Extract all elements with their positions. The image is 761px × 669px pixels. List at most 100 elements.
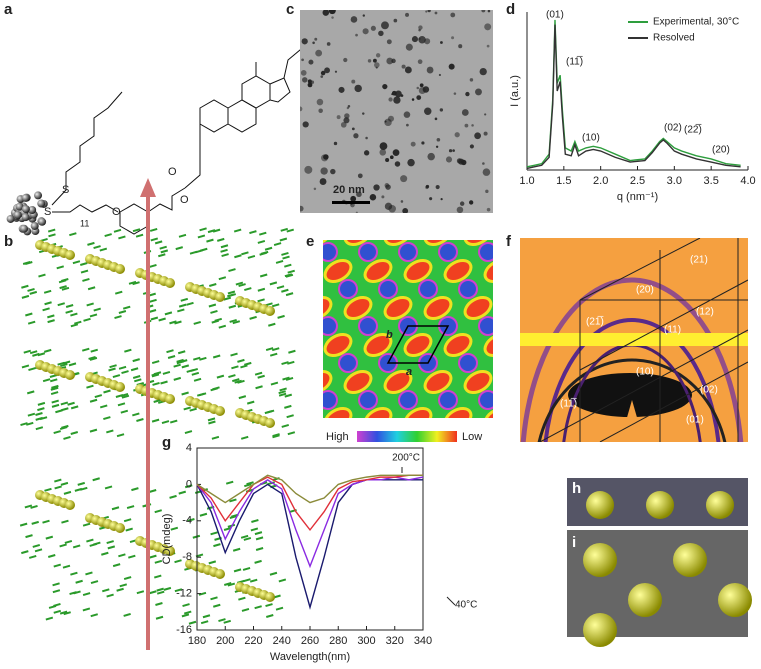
density-low [358,316,378,336]
density-low [323,242,338,262]
ligand [232,547,241,552]
ligand [89,313,98,318]
ligand [282,376,290,381]
density-low [219,354,237,372]
ligand [60,363,68,367]
particle [165,394,175,404]
ligand [184,430,193,435]
ligand [21,294,30,299]
y-axis-label: CD(mdeg) [161,514,173,565]
ligand [259,273,268,278]
particle [338,86,345,93]
density-high [363,259,393,283]
ring [269,77,291,103]
particle [583,543,617,577]
ligand [255,547,264,551]
density-high [281,330,314,360]
panel-label: f [506,233,512,250]
ligand [154,509,162,514]
ligand [199,356,207,361]
colorbar [357,431,457,442]
ligand [124,348,132,353]
density-high [483,407,493,418]
ligand [243,536,252,541]
ligand [170,526,179,531]
ligand [87,286,96,291]
x-tick-label: 220 [244,635,262,647]
particle [307,82,313,88]
ligand [234,379,242,384]
ligand [156,590,165,595]
particle [459,201,465,206]
ligand [287,360,295,365]
ligand [285,376,294,381]
ligand [163,586,172,591]
density-low [438,242,458,262]
particle [479,67,487,76]
ligand [111,506,120,511]
ligand [198,591,207,596]
ligand [52,589,61,594]
ligand [121,394,130,399]
ligand [250,527,259,532]
ligand [112,563,121,568]
ligand [246,400,255,405]
ligand [86,384,94,389]
ligand [249,578,258,583]
particle [486,44,490,48]
ligand [223,582,232,586]
ligand [34,548,43,553]
ligand [135,233,144,238]
ligand [275,259,284,264]
ligand [228,304,237,309]
particle [347,104,351,108]
ligand [149,263,157,268]
density-high [343,240,373,246]
ligand [25,421,34,426]
density-low [199,465,217,483]
ligand [249,230,257,235]
ligand [254,605,262,610]
particle [356,191,362,198]
density-low [239,391,257,409]
ligand [70,571,78,576]
density-low [478,390,493,410]
ring [241,75,271,109]
ligand [230,352,238,357]
reflection: (21) [690,255,708,266]
ligand [271,303,280,308]
particle [375,53,381,58]
particle [464,123,469,128]
ligand [90,580,99,585]
density-high [403,333,433,357]
ligand [264,246,273,251]
scale-bar [332,201,370,204]
ligand [213,543,221,548]
y-tick-label: 4 [186,442,192,454]
x-tick-label: 300 [357,635,375,647]
ligand [266,614,274,618]
ligand [125,527,133,532]
ligand [281,251,289,256]
ligand [265,347,274,352]
particle [367,59,372,63]
x-axis-label: Wavelength(nm) [270,651,350,663]
ligand [51,384,59,389]
particle [411,36,419,43]
particle [440,198,443,201]
ligand [254,531,263,536]
data-line [196,474,423,532]
particle [302,121,309,128]
ligand [55,409,63,414]
particle [583,613,617,647]
particle [458,44,463,49]
ligand [247,254,256,259]
particle [410,141,416,147]
particle [330,168,336,175]
density-high [423,296,453,320]
density-high [483,259,493,283]
ligand [47,314,55,319]
ligand [61,519,69,524]
ligand [88,355,96,360]
ligand [109,364,117,369]
